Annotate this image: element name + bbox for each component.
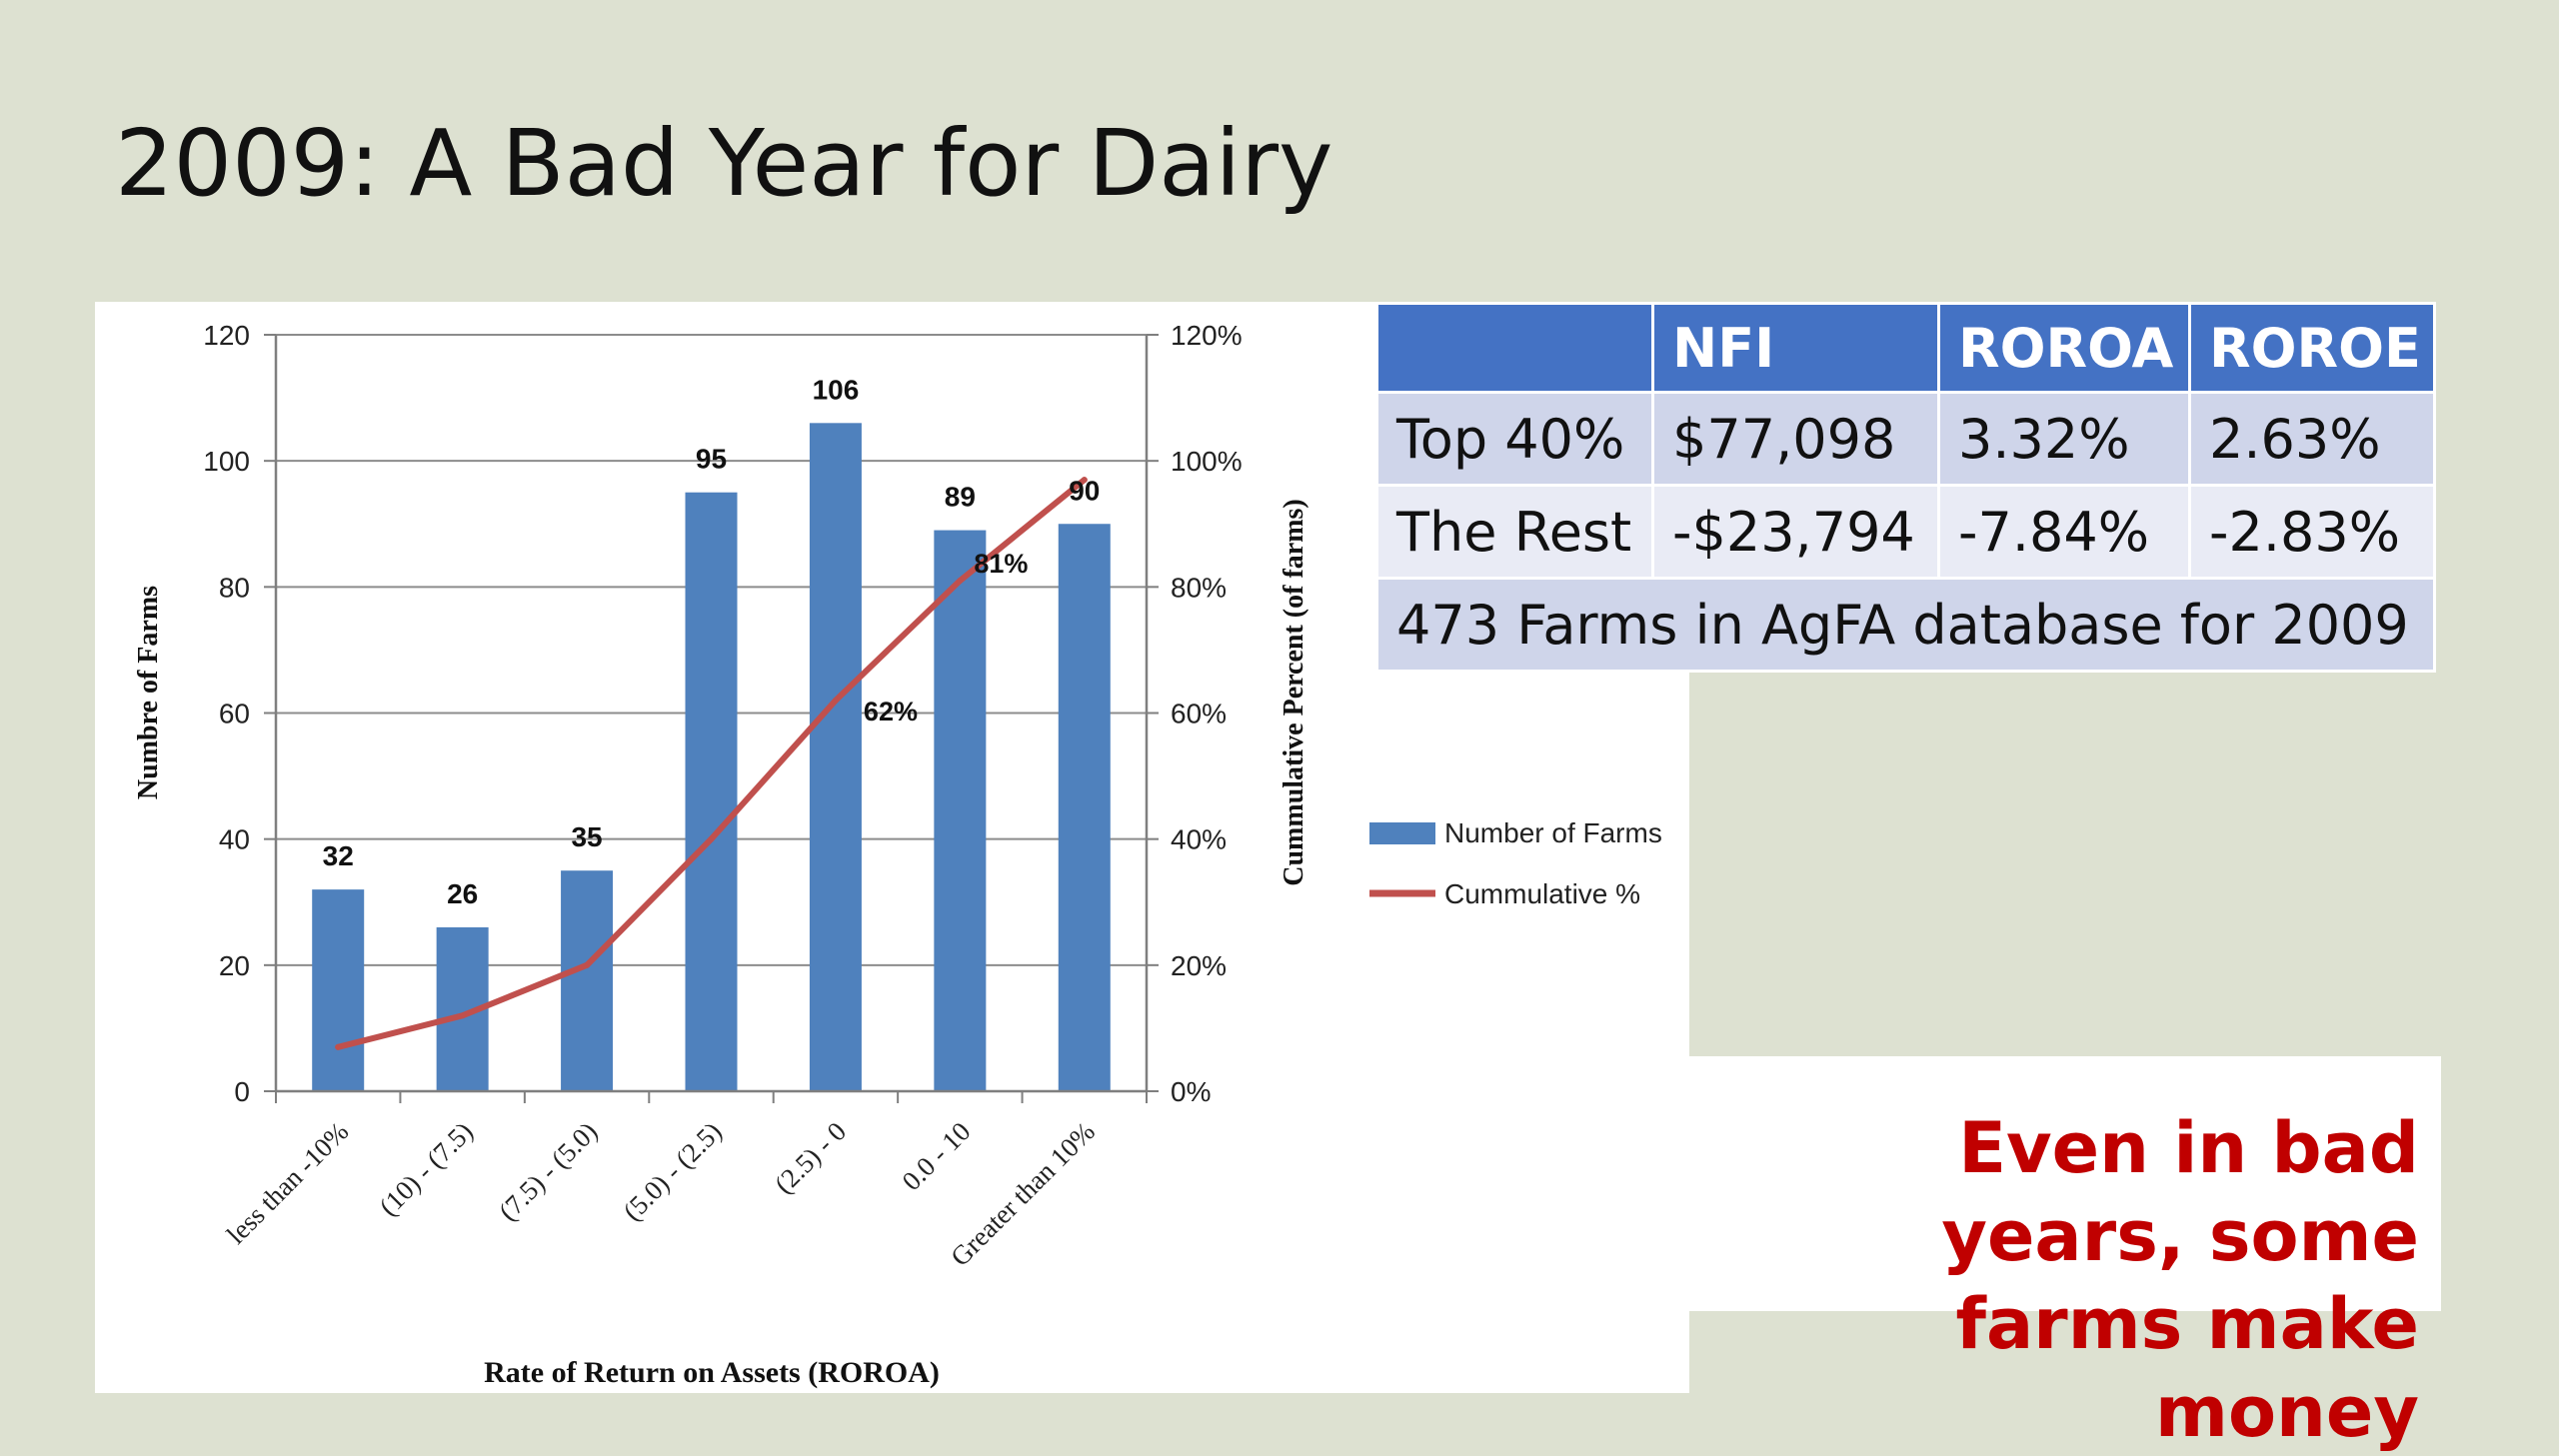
y-tick-label: 40 bbox=[219, 824, 250, 855]
table-cell: -7.84% bbox=[1937, 484, 2191, 580]
x-tick-label: (5.0) - (2.5) bbox=[617, 1116, 727, 1226]
bar bbox=[312, 889, 365, 1091]
farm-returns-chart: 0 20 40 60 80 100 120 0% 20% 40% 60% 80% 100% 120% 32 l… bbox=[133, 320, 1662, 1389]
y-tick-label: 120 bbox=[203, 320, 250, 351]
line-point bbox=[957, 578, 964, 585]
table-cell: Top 40% bbox=[1375, 391, 1654, 487]
y-tick-label: 20 bbox=[219, 950, 250, 981]
line-point bbox=[832, 697, 839, 704]
bar bbox=[685, 492, 738, 1091]
x-tick-label: 0.0 - 10 bbox=[897, 1116, 977, 1196]
legend-label-line: Cummulative % bbox=[1444, 878, 1640, 909]
x-axis-title: Rate of Return on Assets (ROROA) bbox=[484, 1356, 940, 1389]
table-cell: 2.63% bbox=[2188, 391, 2436, 487]
bar-value-label: 26 bbox=[447, 878, 478, 909]
table-header-row: NFI ROROA ROROE bbox=[1375, 302, 2436, 394]
farm-stats-table: NFI ROROA ROROE Top 40% $77,098 3.32% 2.… bbox=[1375, 302, 2436, 673]
bar bbox=[934, 530, 987, 1091]
line-point bbox=[459, 1012, 466, 1019]
y-tick-label: 60 bbox=[219, 699, 250, 729]
y-axis-title: Numbre of Farms bbox=[133, 586, 164, 799]
bar-value-label: 89 bbox=[945, 482, 976, 513]
y2-tick-label: 120% bbox=[1171, 320, 1243, 351]
y2-tick-label: 40% bbox=[1171, 824, 1227, 855]
callout-box: Even in bad years, some farms make money bbox=[1689, 1056, 2441, 1453]
bar bbox=[809, 423, 862, 1091]
table-header-cell bbox=[1375, 302, 1654, 394]
bar bbox=[1058, 524, 1111, 1091]
line-point-label: 62% bbox=[864, 697, 918, 727]
table-cell: $77,098 bbox=[1651, 391, 1940, 487]
y2-tick-label: 100% bbox=[1171, 446, 1243, 477]
table-footer-cell: 473 Farms in AgFA database for 2009 bbox=[1375, 577, 2436, 673]
table-row: Top 40% $77,098 3.32% 2.63% bbox=[1375, 391, 2436, 487]
callout-text: Even in bad years, some farms make money bbox=[1699, 1104, 2419, 1456]
x-tick-label: (10) - (7.5) bbox=[373, 1116, 479, 1222]
table-cell: -2.83% bbox=[2188, 484, 2436, 580]
y-tick-label: 80 bbox=[219, 572, 250, 603]
table-row: The Rest -$23,794 -7.84% -2.83% bbox=[1375, 484, 2436, 580]
line-point bbox=[584, 961, 591, 968]
bar-value-label: 90 bbox=[1069, 475, 1100, 506]
y2-axis-title: Cummulative Percent (of farms) bbox=[1279, 499, 1309, 885]
table-header-cell: ROROA bbox=[1937, 302, 2191, 394]
x-tick-label: (7.5) - (5.0) bbox=[493, 1116, 603, 1226]
y-tick-label: 100 bbox=[203, 446, 250, 477]
line-point bbox=[1081, 477, 1088, 484]
line-point bbox=[335, 1043, 342, 1050]
legend-swatch-bars bbox=[1369, 822, 1435, 844]
line-point bbox=[708, 835, 715, 842]
x-tick-label: (2.5) - 0 bbox=[769, 1116, 852, 1199]
table-header-cell: NFI bbox=[1651, 302, 1940, 394]
y2-tick-label: 80% bbox=[1171, 572, 1227, 603]
bar-value-label: 106 bbox=[813, 374, 860, 405]
slide-title: 2009: A Bad Year for Dairy bbox=[115, 110, 1333, 217]
bar-value-label: 95 bbox=[696, 444, 727, 475]
y2-tick-label: 60% bbox=[1171, 699, 1227, 729]
bar-value-label: 32 bbox=[323, 840, 354, 871]
line-point-label: 81% bbox=[974, 549, 1028, 579]
y2-tick-label: 0% bbox=[1171, 1076, 1211, 1107]
bar-value-label: 35 bbox=[571, 821, 602, 852]
table-header-cell: ROROE bbox=[2188, 302, 2436, 394]
callout-line: farms make money bbox=[1955, 1283, 2419, 1453]
chart-legend: Number of Farms Cummulative % bbox=[1369, 817, 1662, 909]
callout-line: Even in bad years, some bbox=[1941, 1107, 2419, 1277]
table-footer-row: 473 Farms in AgFA database for 2009 bbox=[1375, 577, 2436, 673]
bar bbox=[561, 870, 614, 1091]
x-tick-label: less than -10% bbox=[221, 1116, 355, 1250]
table-cell: 3.32% bbox=[1937, 391, 2191, 487]
table-cell: The Rest bbox=[1375, 484, 1654, 580]
y-tick-label: 0 bbox=[234, 1076, 250, 1107]
table-cell: -$23,794 bbox=[1651, 484, 1940, 580]
legend-label-bars: Number of Farms bbox=[1444, 817, 1662, 848]
y2-tick-label: 20% bbox=[1171, 950, 1227, 981]
